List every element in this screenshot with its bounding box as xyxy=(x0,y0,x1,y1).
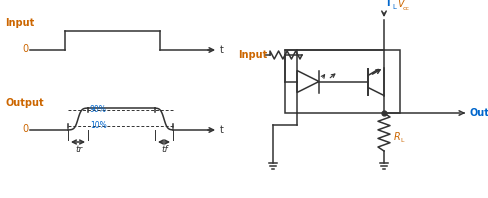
Text: tr: tr xyxy=(75,145,82,154)
Text: t: t xyxy=(220,125,224,135)
Text: 10%: 10% xyxy=(90,122,106,130)
Text: 0: 0 xyxy=(22,124,28,134)
Text: cc: cc xyxy=(402,6,409,11)
Text: Input: Input xyxy=(238,50,267,60)
Text: I: I xyxy=(385,0,389,8)
Text: Output: Output xyxy=(5,98,43,108)
Text: t: t xyxy=(220,45,224,55)
Bar xyxy=(285,50,399,113)
Text: V: V xyxy=(396,0,403,9)
Text: Input: Input xyxy=(5,18,34,28)
Text: L: L xyxy=(399,137,403,143)
Text: tf: tf xyxy=(161,145,167,154)
Text: L: L xyxy=(391,4,395,10)
Text: 0: 0 xyxy=(22,44,28,54)
Text: 90%: 90% xyxy=(90,106,107,114)
Text: Output: Output xyxy=(469,108,488,118)
Text: R: R xyxy=(393,132,400,142)
